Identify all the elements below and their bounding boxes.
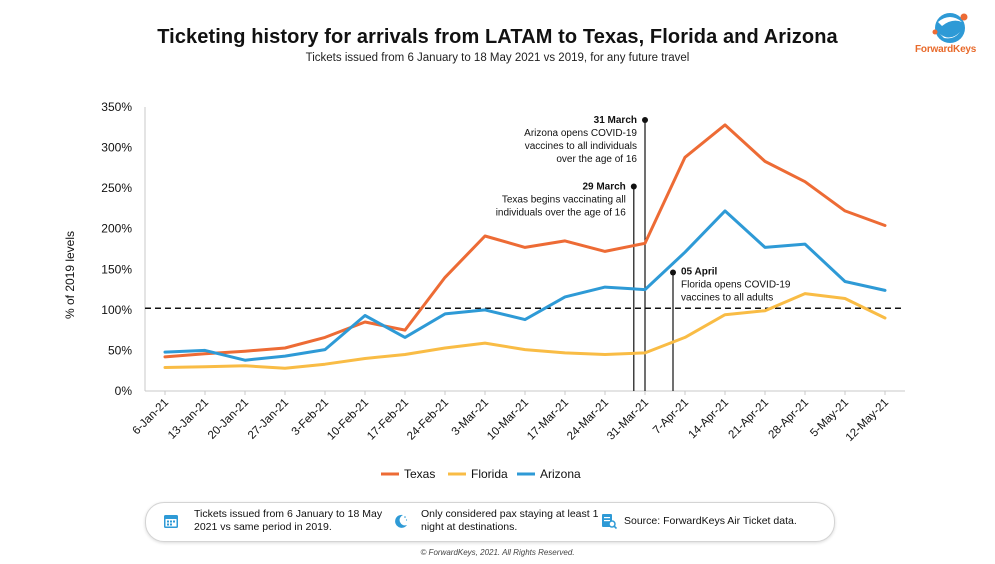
calendar-icon	[164, 515, 178, 528]
note-tickets-period: Tickets issued from 6 January to 18 May …	[194, 508, 383, 533]
y-axis-label: % of 2019 levels	[63, 231, 77, 319]
annotation-date: 05 April	[681, 267, 718, 278]
series-line-texas	[163, 123, 887, 359]
note-pax-stay: Only considered pax staying at least 1 n…	[421, 508, 599, 533]
y-tick-label: 200%	[101, 222, 132, 236]
x-tick-label: 7-Apr-21	[651, 397, 691, 437]
annotation-text: vaccines to all individuals	[525, 141, 637, 152]
legend-label-arizona: Arizona	[540, 467, 581, 481]
y-tick-label: 50%	[108, 343, 132, 357]
legend-label-texas: Texas	[404, 467, 435, 481]
x-tick-label: 28-Apr-21	[766, 397, 811, 442]
x-tick-label: 3-Mar-21	[450, 397, 491, 438]
annotation-text: Florida opens COVID-19	[681, 280, 791, 291]
x-tick-label: 27-Jan-21	[246, 397, 291, 442]
line-chart: % of 2019 levels 0% 50% 100% 150% 200% 250% 30…	[63, 100, 905, 481]
footer-notes-box: Tickets issued from 6 January to 18 May …	[145, 502, 835, 542]
chart-title: Ticketing history for arrivals from LATA…	[157, 26, 838, 48]
y-tick-label: 250%	[101, 181, 132, 195]
series-line-arizona	[163, 209, 887, 362]
x-tick-label: 13-Jan-21	[166, 397, 211, 442]
annotation-marker	[630, 183, 637, 190]
x-tick-label: 6-Jan-21	[131, 397, 172, 438]
y-tick-label: 0%	[115, 384, 133, 398]
y-tick-label: 150%	[101, 262, 132, 276]
annotation-text: Texas begins vaccinating all	[502, 195, 626, 206]
annotation-text: vaccines to all adults	[681, 293, 773, 304]
x-tick-label: 10-Feb-21	[325, 397, 371, 443]
x-tick-label: 31-Mar-21	[605, 397, 651, 443]
x-tick-label: 5-May-21	[808, 397, 851, 440]
annotation-date: 29 March	[582, 182, 625, 193]
annotation-text: over the age of 16	[556, 154, 637, 165]
data-source-icon	[602, 514, 617, 529]
annotation-date: 31 March	[594, 115, 637, 126]
annotation-marker	[670, 269, 676, 276]
x-tick-label: 3-Feb-21	[290, 397, 331, 438]
y-tick-label: 300%	[101, 141, 132, 155]
annotation-marker	[642, 116, 648, 123]
x-tick-label: 20-Jan-21	[206, 397, 251, 442]
moon-icon	[395, 514, 408, 528]
x-tick-label: 14-Apr-21	[686, 397, 731, 442]
annotation-text: Arizona opens COVID-19	[524, 128, 637, 139]
x-tick-label: 24-Feb-21	[405, 397, 451, 443]
x-tick-label: 17-Feb-21	[365, 397, 411, 443]
x-tick-label: 17-Mar-21	[525, 397, 571, 443]
chart-subtitle: Tickets issued from 6 January to 18 May …	[305, 52, 690, 64]
x-tick-label: 21-Apr-21	[726, 397, 771, 442]
x-tick-label: 24-Mar-21	[565, 397, 611, 443]
note-source: Source: ForwardKeys Air Ticket data.	[624, 515, 797, 527]
series-line-florida	[163, 292, 887, 370]
forwardkeys-logo	[932, 13, 968, 43]
annotation-text: individuals over the age of 16	[496, 208, 627, 219]
legend-label-florida: Florida	[471, 467, 508, 481]
x-tick-label: 12-May-21	[844, 397, 891, 444]
logo-text: ForwardKeys	[915, 44, 977, 55]
y-tick-label: 100%	[101, 303, 132, 317]
y-tick-label: 350%	[101, 100, 132, 114]
copyright: © ForwardKeys, 2021. All Rights Reserved…	[420, 548, 575, 557]
x-tick-label: 10-Mar-21	[485, 397, 531, 443]
